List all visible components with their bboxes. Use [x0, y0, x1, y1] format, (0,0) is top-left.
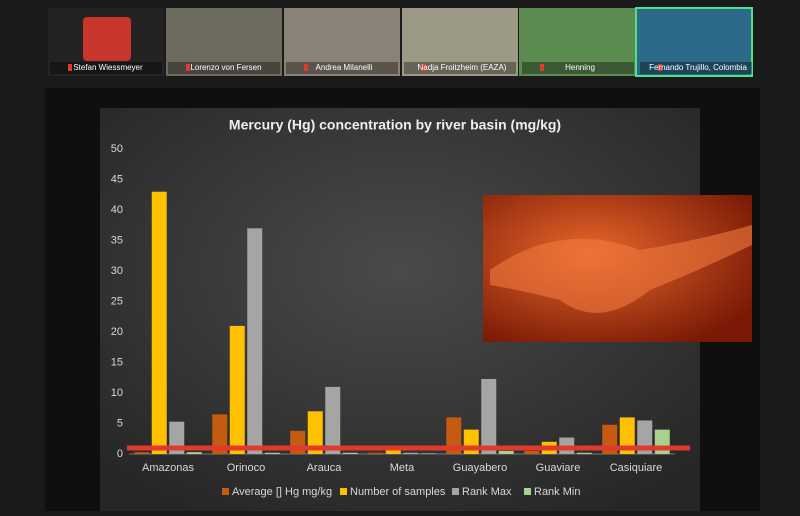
y-tick-label: 35 [111, 234, 123, 246]
bar [368, 452, 384, 454]
bar [186, 452, 202, 454]
chart-title: Mercury (Hg) concentration by river basi… [229, 117, 561, 133]
participant-name: Nadja Froitzheim (EAZA) [418, 63, 507, 72]
x-tick-label: Amazonas [142, 462, 194, 474]
x-tick-label: Guayabero [453, 462, 507, 474]
mic-muted-icon [540, 64, 544, 71]
y-tick-label: 40 [111, 204, 123, 216]
bar [290, 430, 306, 454]
legend-swatch [340, 488, 347, 495]
x-tick-label: Guaviare [536, 462, 581, 474]
y-tick-label: 50 [111, 143, 123, 155]
legend-label: Number of samples [350, 486, 446, 498]
bar [134, 452, 150, 454]
y-tick-label: 0 [117, 448, 123, 460]
mic-muted-icon [658, 64, 662, 71]
bar [247, 228, 263, 454]
bar [264, 452, 280, 454]
tile[interactable] [402, 8, 518, 76]
tile[interactable] [635, 7, 753, 77]
name-bg [640, 62, 752, 74]
legend-label: Rank Max [462, 486, 512, 498]
participant-name: Stefan Wiessmeyer [73, 63, 143, 72]
name-bg [404, 62, 516, 74]
bar [576, 452, 592, 454]
y-tick-label: 30 [111, 265, 123, 277]
x-tick-label: Orinoco [227, 462, 266, 474]
bar [325, 386, 341, 454]
bar [307, 411, 323, 454]
tile[interactable] [519, 8, 635, 76]
mic-muted-icon [304, 64, 308, 71]
tile[interactable] [284, 8, 400, 76]
participant-name: Andrea Milanelli [316, 63, 373, 72]
bar [420, 453, 436, 454]
bar [229, 325, 245, 454]
mic-muted-icon [68, 64, 72, 71]
mic-muted-icon [186, 64, 190, 71]
bar [446, 417, 462, 454]
dolphin-shape [490, 225, 752, 313]
legend-label: Rank Min [534, 486, 580, 498]
y-tick-label: 10 [111, 387, 123, 399]
y-tick-label: 15 [111, 356, 123, 368]
bar [524, 450, 540, 454]
tile[interactable] [166, 8, 282, 76]
bar [342, 452, 358, 454]
participant-name: Lorenzo von Fersen [190, 63, 261, 72]
bar [385, 447, 401, 454]
participant-name: Fernando Trujillo, Colombia [649, 63, 747, 72]
legend-swatch [524, 488, 531, 495]
y-tick-label: 25 [111, 295, 123, 307]
mic-muted-icon [422, 64, 426, 71]
legend-label: Average [] Hg mg/kg [232, 486, 332, 498]
bar [151, 191, 167, 454]
bar [498, 450, 514, 454]
name-bg [286, 62, 398, 74]
bar [481, 378, 497, 454]
x-tick-label: Casiquiare [610, 462, 663, 474]
bar [619, 417, 635, 454]
avatar [83, 17, 131, 61]
bar [403, 452, 419, 454]
plot: 0 5 10 15 20 25 30 35 40 45 50 Amazonas Orinoco Arauc… [111, 143, 675, 498]
legend-swatch [222, 488, 229, 495]
participant-strip: Stefan Wiessmeyer Lorenzo von Fersen Andre… [48, 7, 753, 77]
name-bg [168, 62, 280, 74]
legend-swatch [452, 488, 459, 495]
x-tick-label: Arauca [307, 462, 343, 474]
y-tick-label: 5 [117, 417, 123, 429]
y-tick-label: 20 [111, 326, 123, 338]
bar [212, 414, 228, 454]
name-bg [522, 62, 634, 74]
name-bg [50, 62, 162, 74]
participant-name: Henning [565, 63, 595, 72]
y-tick-label: 45 [111, 173, 123, 185]
x-tick-label: Meta [390, 462, 415, 474]
